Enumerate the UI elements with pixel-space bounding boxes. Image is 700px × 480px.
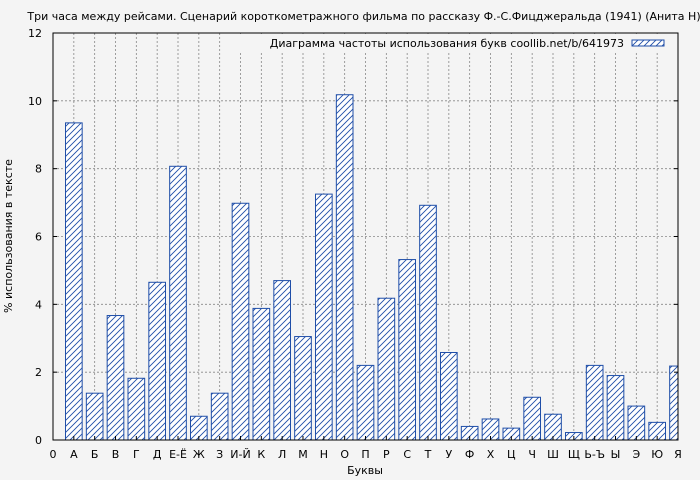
legend-background [240,34,676,52]
bar-14 [335,94,354,441]
x-tick-label: Ш [547,448,559,461]
x-tick-label: Н [320,448,328,461]
x-axis-ticks: 0 А Б В Г Д Е-Ё Ж З И-Й К Л М Н О П Р С Т У Ф Х Ц Ч Ш Щ Ь-Ъ Ы Э Ю Я [50,436,682,461]
x-tick-label: Д [153,448,162,461]
bar-2 [85,392,104,441]
x-tick-label: Ю [651,448,663,461]
x-tick-label: У [445,448,452,461]
x-tick-label: С [403,448,411,461]
x-tick-label: Ц [507,448,516,461]
bar-1 [65,122,83,441]
x-tick-label: Р [383,448,390,461]
bar-15 [356,364,375,441]
y-tick-label: 6 [35,231,42,244]
y-axis-ticks: 0 2 4 6 8 10 12 [28,27,678,447]
bar-19 [440,351,458,441]
y-axis-label: % использования в тексте [2,159,15,313]
bar-28 [627,405,646,441]
legend: Диаграмма частоты использования букв coo… [240,34,676,52]
x-tick-label: З [216,448,223,461]
bar-5 [148,281,166,441]
y-tick-label: 2 [35,366,42,379]
x-tick-label: Я [674,448,682,461]
x-tick-label: Ф [465,448,474,461]
bar-17 [398,259,417,441]
x-tick-label: Ь-Ъ [584,448,605,461]
x-tick-label: Л [278,448,286,461]
y-tick-label: 8 [35,163,42,176]
bar-23 [523,396,541,441]
bar-27 [606,375,625,441]
x-tick-label: Щ [568,448,580,461]
x-tick-label: Б [91,448,99,461]
x-tick-label: В [112,448,120,461]
bar-4 [127,377,146,441]
x-tick-label: Э [632,448,640,461]
bar-12 [294,336,312,441]
bar-11 [273,280,292,441]
x-tick-label: А [70,448,78,461]
bar-6 [169,165,187,441]
x-tick-label: П [361,448,369,461]
y-tick-label: 0 [35,434,42,447]
x-tick-label: И-Й [230,448,250,461]
chart-title: Три часа между рейсами. Сценарий коротко… [26,10,700,23]
bar-16 [377,297,396,441]
x-axis-label: Буквы [347,464,383,477]
y-tick-label: 4 [35,298,42,311]
bar-13 [315,193,333,441]
bar-26 [585,364,604,441]
legend-label: Диаграмма частоты использования букв coo… [270,37,624,50]
x-tick-label: К [257,448,265,461]
bar-9 [231,202,250,441]
bar-30 [669,365,679,441]
y-tick-label: 10 [28,95,42,108]
bar-10 [252,307,271,441]
x-tick-label: 0 [50,448,57,461]
y-tick-label: 12 [28,27,42,40]
bar-3 [106,315,125,441]
x-tick-label: Ы [611,448,621,461]
x-tick-label: Х [487,448,495,461]
x-tick-label: М [298,448,308,461]
x-tick-label: О [340,448,349,461]
x-tick-label: Т [424,448,432,461]
legend-swatch [631,39,665,47]
x-tick-label: Г [133,448,140,461]
x-tick-label: Е-Ё [169,448,187,461]
x-tick-label: Ж [193,448,205,461]
bar-18 [419,204,437,441]
x-tick-label: Ч [528,448,536,461]
bar-8 [210,392,229,441]
